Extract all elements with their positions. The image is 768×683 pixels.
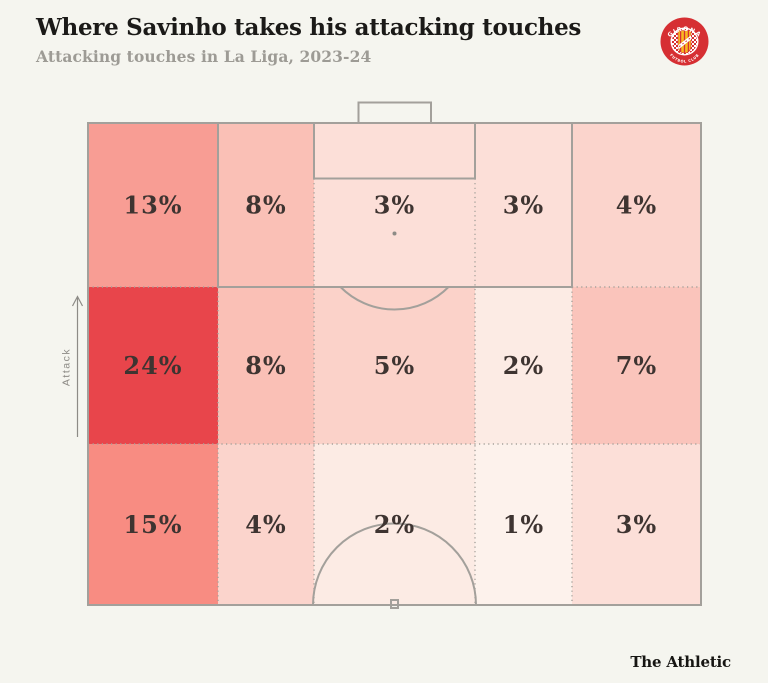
zone-label-r2c5: 7%	[616, 351, 658, 380]
zone-label-r1c1: 13%	[123, 191, 182, 220]
centre-circle-arc	[312, 522, 477, 606]
zone-label-r2c2: 8%	[245, 351, 287, 380]
attack-direction: Attack	[61, 295, 84, 437]
penalty-box	[217, 123, 573, 288]
zone-label-r3c3: 2%	[374, 510, 416, 539]
heatmap-zones	[88, 123, 701, 605]
zone-cell-r2c1	[88, 287, 218, 444]
badge-shield	[677, 30, 692, 54]
zone-cell-r2c2	[218, 287, 314, 444]
penalty-arc	[339, 286, 450, 311]
attack-label: Attack	[61, 348, 73, 386]
pitch-markings	[87, 101, 702, 609]
centre-mark	[390, 599, 399, 609]
zone-label-r3c2: 4%	[245, 510, 287, 539]
zone-cell-r1c5	[572, 123, 701, 287]
six-yard-box	[313, 123, 476, 180]
zone-cell-r3c2	[218, 444, 314, 605]
zone-cell-r2c3	[314, 287, 475, 444]
zone-label-r2c4: 2%	[503, 351, 545, 380]
zone-cell-r1c2	[218, 123, 314, 287]
page-subtitle: Attacking touches in La Liga, 2023-24	[36, 47, 372, 66]
zone-label-r1c3: 3%	[374, 191, 416, 220]
brand-wordmark: The Athletic	[630, 653, 731, 671]
zone-label-r1c2: 8%	[245, 191, 287, 220]
penalty-spot	[392, 231, 397, 236]
zone-dividers	[88, 178, 701, 605]
zone-label-r1c4: 3%	[503, 191, 545, 220]
attack-arrowhead-icon	[71, 295, 84, 307]
zone-cell-r3c1	[88, 444, 218, 605]
zone-cell-r2c5	[572, 287, 701, 444]
zone-label-r3c4: 1%	[503, 510, 545, 539]
zone-label-r2c3: 5%	[374, 351, 416, 380]
zone-labels: 13% 8% 3% 3% 4% 24% 8% 5% 2% 7% 15% 4% 2…	[123, 191, 658, 540]
page-title: Where Savinho takes his attacking touche…	[36, 14, 582, 41]
zone-cell-r1c4	[475, 123, 572, 287]
zone-label-r2c1: 24%	[123, 351, 182, 380]
zone-cell-r1c3	[314, 123, 475, 287]
zone-cell-r1c1	[88, 123, 218, 287]
zone-label-r3c5: 3%	[616, 510, 658, 539]
zone-label-r1c5: 4%	[616, 191, 658, 220]
goal-frame	[357, 101, 432, 123]
zone-cell-r2c4	[475, 287, 572, 444]
girona-club-badge: GIRONA FUTBOL CLUB	[660, 17, 709, 66]
zone-cell-r3c4	[475, 444, 572, 605]
pitch-outline	[87, 122, 702, 606]
zone-label-r3c1: 15%	[123, 510, 182, 539]
zone-cell-r3c5	[572, 444, 701, 605]
